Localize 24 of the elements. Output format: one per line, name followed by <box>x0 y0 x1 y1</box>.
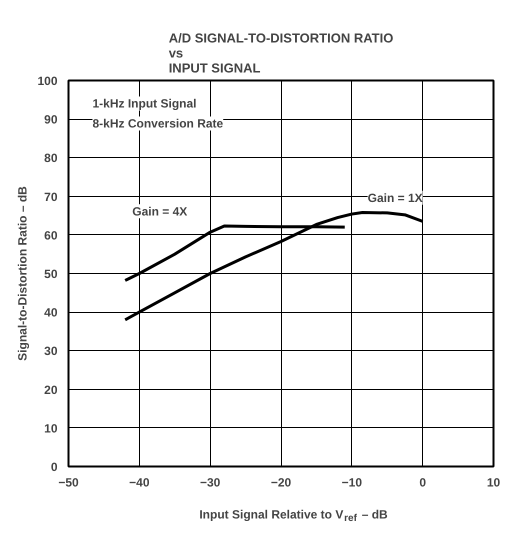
annotation: 1-kHz Input Signal <box>92 96 197 110</box>
x-tick-label: 0 <box>419 476 426 490</box>
annotation: 8-kHz Conversion Rate <box>92 116 224 130</box>
y-tick-label: 40 <box>44 306 58 320</box>
y-tick-label: 80 <box>44 151 58 166</box>
x-tick-label: −10 <box>342 476 362 490</box>
y-tick-label: 10 <box>44 421 58 436</box>
y-tick-label: 70 <box>44 190 58 204</box>
y-tick-label: 60 <box>44 228 58 242</box>
x-tick-label: −20 <box>270 476 292 490</box>
x-tick-label: −30 <box>200 476 221 490</box>
x-tick-label: 10 <box>486 476 500 490</box>
y-tick-label: 30 <box>44 344 58 358</box>
y-axis-title: Signal-to-Distortion Ratio – dB <box>15 186 30 361</box>
y-tick-label: 90 <box>44 112 58 127</box>
y-tick-label: 50 <box>44 267 58 281</box>
x-tick-label: −40 <box>129 476 150 490</box>
chart-title: A/D SIGNAL-TO-DISTORTION RATIO vs INPUT SIGNAL <box>168 30 394 76</box>
x-tick-label: −50 <box>58 476 80 490</box>
y-tick-label: 0 <box>50 460 58 474</box>
series-label: Gain = 4X <box>132 204 188 218</box>
y-tick-label: 100 <box>37 74 58 88</box>
y-tick-label: 20 <box>44 382 58 397</box>
series-label: Gain = 1X <box>368 190 423 205</box>
